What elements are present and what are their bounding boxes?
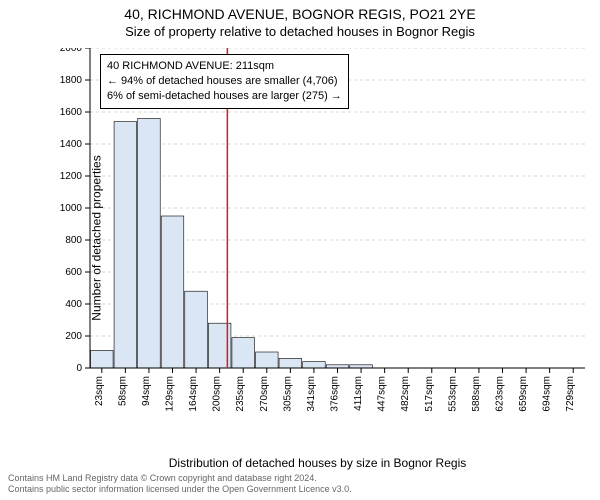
svg-text:600: 600 [65,267,82,278]
x-axis-label: Distribution of detached houses by size … [50,456,585,470]
svg-text:235sqm: 235sqm [235,376,246,412]
svg-text:94sqm: 94sqm [141,376,152,406]
svg-text:200: 200 [65,331,82,342]
svg-text:729sqm: 729sqm [565,376,576,412]
svg-text:1400: 1400 [60,139,83,150]
svg-text:376sqm: 376sqm [330,376,341,412]
svg-text:270sqm: 270sqm [259,376,270,412]
svg-text:0: 0 [76,363,82,374]
footer-line-2: Contains public sector information licen… [8,484,352,496]
svg-text:305sqm: 305sqm [282,376,293,412]
svg-text:1800: 1800 [60,75,83,86]
svg-text:341sqm: 341sqm [306,376,317,412]
svg-text:588sqm: 588sqm [471,376,482,412]
info-box: 40 RICHMOND AVENUE: 211sqm← 94% of detac… [100,54,349,109]
svg-text:58sqm: 58sqm [117,376,128,406]
svg-text:694sqm: 694sqm [542,376,553,412]
svg-text:447sqm: 447sqm [377,376,388,412]
svg-text:1000: 1000 [60,203,83,214]
svg-text:659sqm: 659sqm [518,376,529,412]
svg-text:23sqm: 23sqm [94,376,105,406]
svg-text:1200: 1200 [60,171,83,182]
page-subtitle: Size of property relative to detached ho… [0,24,600,39]
svg-text:800: 800 [65,235,82,246]
svg-text:200sqm: 200sqm [212,376,223,412]
svg-text:482sqm: 482sqm [400,376,411,412]
info-box-line: ← 94% of detached houses are smaller (4,… [107,74,342,89]
footer-attribution: Contains HM Land Registry data © Crown c… [8,473,352,496]
y-axis-label: Number of detached properties [90,155,104,320]
page-title: 40, RICHMOND AVENUE, BOGNOR REGIS, PO21 … [0,6,600,22]
svg-text:623sqm: 623sqm [495,376,506,412]
footer-line-1: Contains HM Land Registry data © Crown c… [8,473,352,485]
svg-text:411sqm: 411sqm [353,376,364,411]
title-block: 40, RICHMOND AVENUE, BOGNOR REGIS, PO21 … [0,0,600,39]
svg-text:553sqm: 553sqm [447,376,458,412]
chart-area: Number of detached properties 0 200 400 600… [50,48,585,428]
svg-text:400: 400 [65,299,82,310]
svg-text:517sqm: 517sqm [424,376,435,412]
info-box-line: 40 RICHMOND AVENUE: 211sqm [107,59,342,74]
svg-text:129sqm: 129sqm [165,376,176,412]
svg-text:1600: 1600 [60,107,83,118]
svg-text:164sqm: 164sqm [188,376,199,412]
svg-text:2000: 2000 [60,48,83,54]
info-box-line: 6% of semi-detached houses are larger (2… [107,89,342,104]
